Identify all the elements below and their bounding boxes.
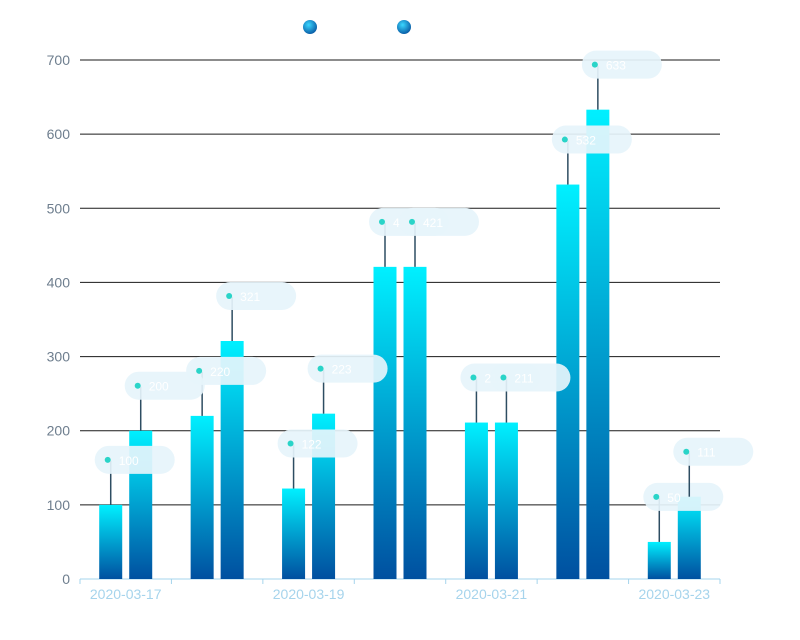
label-dot — [134, 382, 141, 389]
label-bubble — [124, 371, 205, 400]
label-dot — [379, 218, 385, 225]
bar — [220, 341, 244, 579]
label-bubble — [186, 356, 267, 385]
bars — [99, 109, 701, 579]
bar — [190, 415, 214, 579]
data-label: 50 — [667, 491, 681, 505]
grid-lines — [80, 59, 720, 506]
data-label: 421 — [423, 216, 443, 230]
data-label: 200 — [149, 380, 169, 394]
data-label: 532 — [576, 134, 596, 148]
y-tick-label: 400 — [47, 274, 71, 290]
label-dot — [226, 293, 233, 300]
label-dot — [317, 365, 324, 372]
x-tick-label: 2020-03-17 — [90, 586, 162, 602]
y-tick-label: 500 — [47, 200, 71, 216]
data-label: 633 — [606, 59, 626, 73]
y-tick-label: 0 — [62, 571, 70, 587]
label-bubble — [551, 125, 632, 154]
legend[interactable] — [303, 20, 411, 34]
label-bubble — [277, 429, 358, 458]
bar — [373, 266, 397, 579]
data-label: 321 — [240, 290, 260, 304]
y-tick-label: 200 — [47, 423, 71, 439]
bar — [99, 504, 123, 579]
y-tick-label: 100 — [47, 497, 71, 513]
legend-marker — [303, 20, 317, 34]
label-bubble — [581, 50, 662, 79]
data-label: 211 — [514, 372, 533, 386]
bar — [282, 488, 306, 579]
y-tick-label: 700 — [47, 52, 71, 68]
label-dot — [196, 367, 203, 374]
data-label: 111 — [697, 446, 716, 460]
y-tick-label: 600 — [47, 126, 71, 142]
label-dot — [500, 374, 507, 381]
bar — [494, 422, 518, 579]
bar — [464, 422, 488, 579]
label-dot — [683, 448, 690, 455]
label-bubble — [307, 354, 388, 383]
label-dot — [470, 374, 477, 381]
bar — [647, 541, 671, 579]
x-tick-label: 2020-03-21 — [456, 586, 528, 602]
data-label: 220 — [210, 365, 230, 379]
label-dot — [653, 493, 660, 500]
x-tick-label: 2020-03-19 — [273, 586, 345, 602]
label-bubble — [673, 437, 754, 466]
bar — [677, 496, 701, 579]
label-bubble — [399, 207, 479, 236]
data-label: 122 — [302, 438, 322, 452]
label-dot — [287, 440, 294, 447]
label-bubble — [94, 445, 175, 474]
y-axis: 0 100 200 300 400 500 600 700 — [47, 52, 71, 587]
bar — [586, 109, 610, 579]
data-labels: 1002201224212115325020032122342121163311… — [94, 50, 754, 542]
y-tick-label: 300 — [47, 349, 71, 365]
legend-marker — [397, 20, 411, 34]
x-axis: 2020-03-17 2020-03-19 2020-03-21 2020-03-23 — [79, 578, 721, 602]
data-label: 100 — [119, 454, 139, 468]
data-label: 223 — [332, 363, 352, 377]
label-bubble — [490, 363, 571, 392]
label-bubble — [643, 482, 724, 511]
bar — [403, 266, 427, 579]
label-dot — [104, 456, 111, 463]
x-tick-label: 2020-03-23 — [638, 586, 710, 602]
label-dot — [409, 218, 415, 225]
label-dot — [561, 136, 568, 143]
label-bubble — [216, 282, 297, 311]
label-dot — [591, 61, 598, 68]
